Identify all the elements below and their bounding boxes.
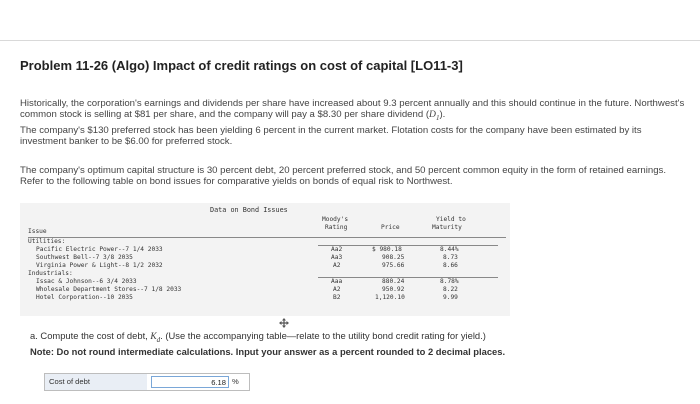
table-row-yield: 8.44% <box>440 246 459 253</box>
problem-paragraph-1: Historically, the corporation's earnings… <box>20 98 685 148</box>
group-rule-industrials <box>318 277 498 278</box>
kd-symbol: Kd <box>150 332 161 344</box>
header-price: Price <box>381 224 400 231</box>
header-rating-2: Rating <box>325 224 348 231</box>
percent-unit: % <box>232 377 239 386</box>
header-yield-2: Maturity <box>432 224 462 231</box>
answer-row-cost-of-debt: Cost of debt 6.18 % <box>44 373 250 391</box>
header-yield-1: Yield to <box>436 216 466 223</box>
cost-of-debt-label: Cost of debt <box>45 374 147 390</box>
table-row-price: 1,120.10 <box>375 294 405 301</box>
table-row-issue: Hotel Corporation--10 2035 <box>36 294 133 301</box>
table-row-rating: Aa3 <box>331 254 343 261</box>
table-row-yield: 8.78% <box>440 278 459 285</box>
group-industrials: Industrials: <box>28 270 73 277</box>
question-a: a. Compute the cost of debt, Kd. (Use th… <box>30 330 505 358</box>
question-a-note: Note: Do not round intermediate calculat… <box>30 346 506 358</box>
group-utilities: Utilities: <box>28 238 66 245</box>
table-row-rating: A2 <box>333 286 341 293</box>
header-divider <box>0 40 700 41</box>
table-row-issue: Southwest Bell--7 3/8 2035 <box>36 254 133 261</box>
table-row-price: 950.92 <box>382 286 405 293</box>
problem-title: Problem 11-26 (Algo) Impact of credit ra… <box>20 58 463 73</box>
table-row-yield: 9.99 <box>443 294 458 301</box>
para1-close: ). <box>439 109 446 121</box>
table-row-price: 880.24 <box>382 278 405 285</box>
bond-table-background <box>20 203 510 316</box>
table-row-rating: A2 <box>333 262 341 269</box>
table-row-rating: Aaa <box>331 278 343 285</box>
question-a-prefix: a. Compute the cost of debt, <box>30 330 151 341</box>
table-row-price: 908.25 <box>382 254 405 261</box>
table-row-yield: 8.22 <box>443 286 458 293</box>
table-row-price: 975.66 <box>382 262 405 269</box>
table-row-rating: B2 <box>333 294 341 301</box>
problem-paragraph-2: The company's optimum capital structure … <box>20 165 667 188</box>
group-rule-utilities <box>318 245 498 246</box>
table-row-issue: Virginia Power & Light--8 1/2 2032 <box>36 262 163 269</box>
bond-table: Data on Bond Issues Issue Moody's Rating… <box>20 203 510 316</box>
table-row-issue: Pacific Electric Power--7 1/4 2033 <box>36 246 163 253</box>
table-row-yield: 8.66 <box>443 262 458 269</box>
bond-table-caption: Data on Bond Issues <box>210 206 288 214</box>
table-row-rating: Aa2 <box>331 246 343 253</box>
header-issue: Issue <box>28 228 47 235</box>
table-row-price: $ 980.18 <box>372 246 402 253</box>
header-rule <box>28 237 506 238</box>
table-row-issue: Issac & Johnson--6 3/4 2033 <box>36 278 137 285</box>
table-row-issue: Wholesale Department Stores--7 1/8 2033 <box>36 286 182 293</box>
para1-text: Historically, the corporation's earnings… <box>20 98 685 121</box>
para1-line2: The company's $130 preferred stock has b… <box>20 124 642 148</box>
table-row-yield: 8.73 <box>443 254 458 261</box>
question-a-suffix: . (Use the accompanying table—relate to … <box>160 330 486 341</box>
cost-of-debt-input[interactable]: 6.18 <box>151 376 229 388</box>
header-rating-1: Moody's <box>322 216 349 223</box>
d1-symbol: D1 <box>429 109 440 123</box>
move-cursor-icon <box>279 318 289 328</box>
